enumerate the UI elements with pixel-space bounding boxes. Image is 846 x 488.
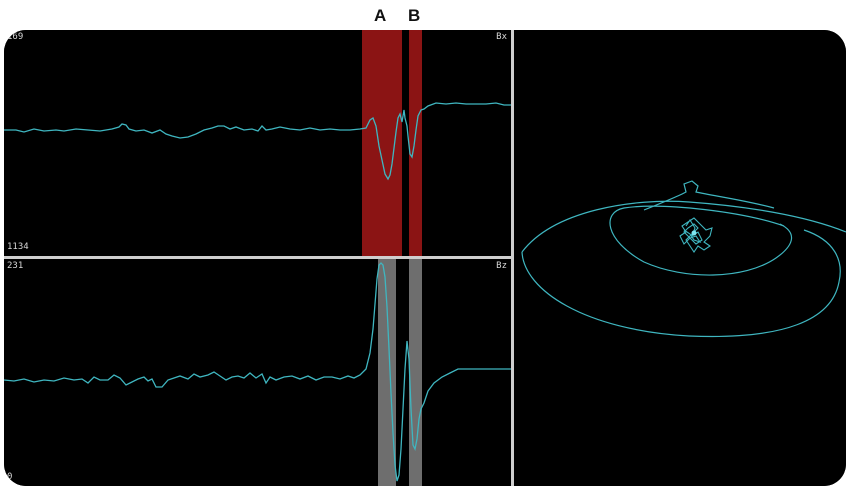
bx-bottom-scale-value: 1134 <box>7 242 29 252</box>
bx-top-scale-value: 169 <box>7 32 24 42</box>
bx-trace-line <box>4 102 511 181</box>
bz-trace-line <box>4 262 511 482</box>
hodograph-plot <box>521 180 846 338</box>
hodograph-center-cluster <box>679 217 713 253</box>
bz-bottom-scale-value: 0 <box>7 472 13 482</box>
hodograph-center-point <box>691 230 697 236</box>
oscilloscope-screen: 169 1134 Bx 231 0 Bz <box>4 30 846 486</box>
hodograph-outer-lower <box>521 229 841 338</box>
xy-hodograph-panel[interactable] <box>514 30 846 486</box>
bz-top-scale-value: 231 <box>7 261 24 271</box>
bz-trace-panel[interactable]: 231 0 Bz <box>4 259 511 486</box>
bz-trace-plot <box>4 259 511 486</box>
bx-channel-label: Bx <box>496 32 507 42</box>
bz-channel-label: Bz <box>496 261 507 271</box>
bx-trace-plot <box>4 30 511 256</box>
marker-label-b: B <box>408 6 421 25</box>
vertical-panel-divider <box>511 30 514 486</box>
hodograph-inner-loop <box>609 205 793 276</box>
highlight-region-a-bz <box>378 259 396 486</box>
highlight-region-a <box>362 30 402 256</box>
highlight-region-b-bz <box>409 259 422 486</box>
hodograph-upper-trail <box>643 180 775 211</box>
highlight-region-b <box>409 30 422 256</box>
bx-trace-panel[interactable]: 169 1134 Bx <box>4 30 511 256</box>
marker-label-a: A <box>374 6 387 25</box>
hodograph-outer-loop <box>521 200 846 253</box>
horizontal-panel-divider <box>4 256 511 259</box>
